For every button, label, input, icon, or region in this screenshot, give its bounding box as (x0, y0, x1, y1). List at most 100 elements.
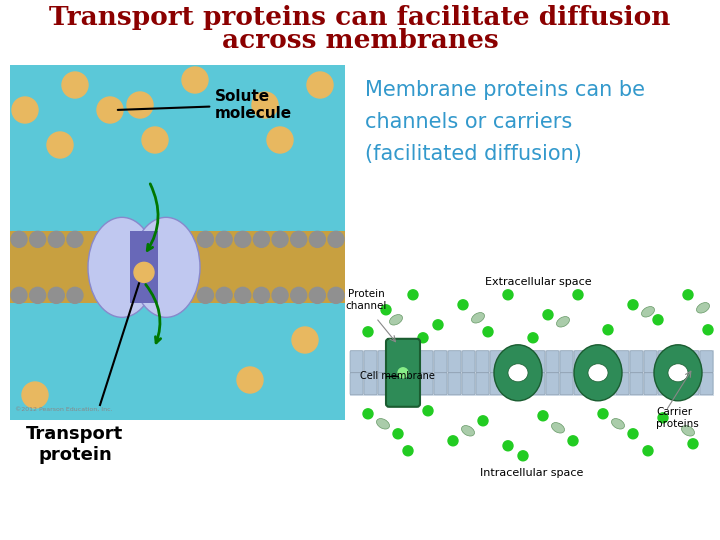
FancyBboxPatch shape (476, 373, 489, 395)
Text: Protein
channel: Protein channel (346, 289, 387, 310)
Ellipse shape (390, 315, 402, 325)
Bar (350, 350, 714, 396)
Circle shape (478, 416, 488, 426)
Text: channels or carriers: channels or carriers (365, 112, 572, 132)
FancyBboxPatch shape (616, 351, 629, 373)
Ellipse shape (462, 426, 474, 436)
FancyBboxPatch shape (434, 351, 447, 373)
FancyBboxPatch shape (462, 373, 475, 395)
Text: across membranes: across membranes (222, 28, 498, 52)
Circle shape (483, 327, 493, 337)
Circle shape (67, 231, 83, 247)
Circle shape (433, 320, 443, 330)
Ellipse shape (574, 345, 622, 401)
FancyBboxPatch shape (448, 351, 461, 373)
Text: ©2012 Pearson Education, Inc.: ©2012 Pearson Education, Inc. (15, 407, 112, 412)
Circle shape (598, 409, 608, 419)
FancyBboxPatch shape (546, 373, 559, 395)
FancyBboxPatch shape (434, 373, 447, 395)
Circle shape (97, 97, 123, 123)
FancyBboxPatch shape (364, 351, 377, 373)
Circle shape (272, 287, 288, 303)
FancyBboxPatch shape (378, 373, 391, 395)
FancyBboxPatch shape (588, 373, 601, 395)
Circle shape (235, 231, 251, 247)
Circle shape (528, 333, 538, 343)
FancyBboxPatch shape (602, 351, 615, 373)
Ellipse shape (682, 426, 695, 436)
Ellipse shape (132, 217, 200, 318)
Circle shape (197, 231, 213, 247)
Ellipse shape (472, 313, 485, 323)
Circle shape (503, 290, 513, 300)
Circle shape (11, 231, 27, 247)
Text: Cell membrane: Cell membrane (360, 371, 435, 381)
Text: Intracellular space: Intracellular space (480, 468, 584, 478)
Circle shape (518, 451, 528, 461)
FancyBboxPatch shape (532, 373, 545, 395)
Circle shape (448, 436, 458, 446)
Circle shape (235, 287, 251, 303)
Circle shape (543, 310, 553, 320)
Circle shape (363, 327, 373, 337)
Text: Solute
molecule: Solute molecule (118, 89, 292, 121)
Circle shape (403, 446, 413, 456)
FancyBboxPatch shape (546, 351, 559, 373)
Circle shape (142, 127, 168, 153)
FancyBboxPatch shape (672, 351, 685, 373)
Bar (348, 230, 716, 485)
FancyBboxPatch shape (364, 373, 377, 395)
FancyBboxPatch shape (406, 373, 419, 395)
Ellipse shape (654, 345, 702, 401)
FancyBboxPatch shape (574, 373, 587, 395)
FancyBboxPatch shape (616, 373, 629, 395)
Circle shape (538, 411, 548, 421)
Circle shape (237, 367, 263, 393)
Circle shape (573, 290, 583, 300)
Ellipse shape (508, 364, 528, 382)
FancyBboxPatch shape (350, 351, 363, 373)
Ellipse shape (377, 418, 390, 429)
Circle shape (67, 287, 83, 303)
Circle shape (628, 300, 638, 310)
FancyBboxPatch shape (518, 351, 531, 373)
FancyBboxPatch shape (392, 351, 405, 373)
FancyBboxPatch shape (378, 351, 391, 373)
Circle shape (418, 333, 428, 343)
Ellipse shape (88, 217, 156, 318)
FancyBboxPatch shape (490, 351, 503, 373)
Ellipse shape (611, 418, 624, 429)
Circle shape (658, 413, 668, 423)
FancyBboxPatch shape (560, 373, 573, 395)
Circle shape (62, 72, 88, 98)
Circle shape (307, 72, 333, 98)
Circle shape (216, 231, 232, 247)
Circle shape (310, 231, 325, 247)
Circle shape (253, 231, 269, 247)
Circle shape (22, 382, 48, 408)
Circle shape (328, 287, 344, 303)
FancyBboxPatch shape (686, 373, 699, 395)
Ellipse shape (494, 345, 542, 401)
FancyBboxPatch shape (504, 373, 517, 395)
Circle shape (182, 67, 208, 93)
Circle shape (643, 446, 653, 456)
FancyBboxPatch shape (462, 351, 475, 373)
Text: Transport proteins can facilitate diffusion: Transport proteins can facilitate diffus… (49, 5, 671, 30)
FancyBboxPatch shape (644, 351, 657, 373)
Circle shape (423, 406, 433, 416)
FancyBboxPatch shape (392, 373, 405, 395)
Circle shape (48, 231, 64, 247)
Bar (130, 231, 158, 303)
Ellipse shape (552, 423, 564, 433)
Circle shape (291, 231, 307, 247)
Bar (10, 231, 345, 303)
Circle shape (703, 325, 713, 335)
Text: (facilitated diffusion): (facilitated diffusion) (365, 144, 582, 164)
Circle shape (603, 325, 613, 335)
Ellipse shape (642, 307, 654, 317)
FancyBboxPatch shape (574, 351, 587, 373)
Circle shape (328, 231, 344, 247)
Circle shape (272, 231, 288, 247)
Circle shape (653, 315, 663, 325)
